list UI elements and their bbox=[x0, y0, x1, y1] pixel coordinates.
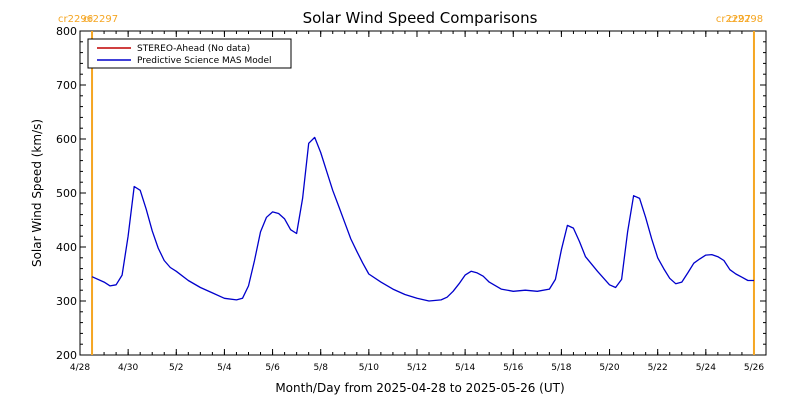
x-tick-label: 4/28 bbox=[70, 363, 90, 373]
x-tick-label: 5/14 bbox=[455, 363, 475, 373]
y-tick-label: 300 bbox=[56, 295, 77, 308]
x-tick-label: 5/6 bbox=[265, 363, 280, 373]
legend-label-stereo: STEREO-Ahead (No data) bbox=[137, 44, 250, 54]
x-axis-label: Month/Day from 2025-04-28 to 2025-05-26 … bbox=[275, 381, 564, 395]
x-tick-label: 5/16 bbox=[503, 363, 523, 373]
x-axis: 4/28 4/30 5/2 5/4 5/6 5/8 5/10 5/12 5/14 5/16 5/18… bbox=[70, 31, 767, 373]
x-tick-label: 5/20 bbox=[599, 363, 619, 373]
x-tick-label: 5/2 bbox=[169, 363, 183, 373]
x-tick-label: 5/8 bbox=[313, 363, 328, 373]
y-tick-label: 500 bbox=[56, 187, 77, 200]
chart-title: Solar Wind Speed Comparisons bbox=[303, 9, 538, 27]
x-tick-label: 5/18 bbox=[551, 363, 571, 373]
x-tick-label: 5/22 bbox=[648, 363, 668, 373]
plot-frame bbox=[79, 30, 767, 356]
y-tick-label: 800 bbox=[56, 25, 77, 38]
y-tick-label: 400 bbox=[56, 241, 77, 254]
legend-box bbox=[87, 38, 292, 69]
carrington-boundaries bbox=[91, 31, 755, 355]
series-layer bbox=[91, 136, 754, 302]
x-tick-label: 5/26 bbox=[744, 363, 764, 373]
x-tick-label: 5/10 bbox=[359, 363, 379, 373]
cr-label-left: cr2297 bbox=[716, 14, 751, 25]
x-tick-label: 4/30 bbox=[118, 363, 138, 373]
legend: STEREO-Ahead (No data) Predictive Scienc… bbox=[87, 38, 292, 69]
legend-label-mas: Predictive Science MAS Model bbox=[137, 56, 272, 66]
cr-label-right: cr2298 bbox=[728, 14, 763, 25]
y-tick-label: 600 bbox=[56, 133, 77, 146]
y-tick-label: 700 bbox=[56, 79, 77, 92]
cr-label-right: cr2297 bbox=[83, 14, 118, 25]
cr-label-left: cr2296 bbox=[58, 14, 93, 25]
x-tick-label: 5/24 bbox=[696, 363, 716, 373]
y-axis: 200 300 400 500 600 700 800 bbox=[56, 25, 766, 362]
x-tick-label: 5/4 bbox=[217, 363, 232, 373]
x-tick-label: 5/12 bbox=[407, 363, 427, 373]
y-tick-label: 200 bbox=[56, 349, 77, 362]
y-axis-label: Solar Wind Speed (km/s) bbox=[30, 119, 44, 267]
series-line-mas bbox=[91, 136, 754, 302]
